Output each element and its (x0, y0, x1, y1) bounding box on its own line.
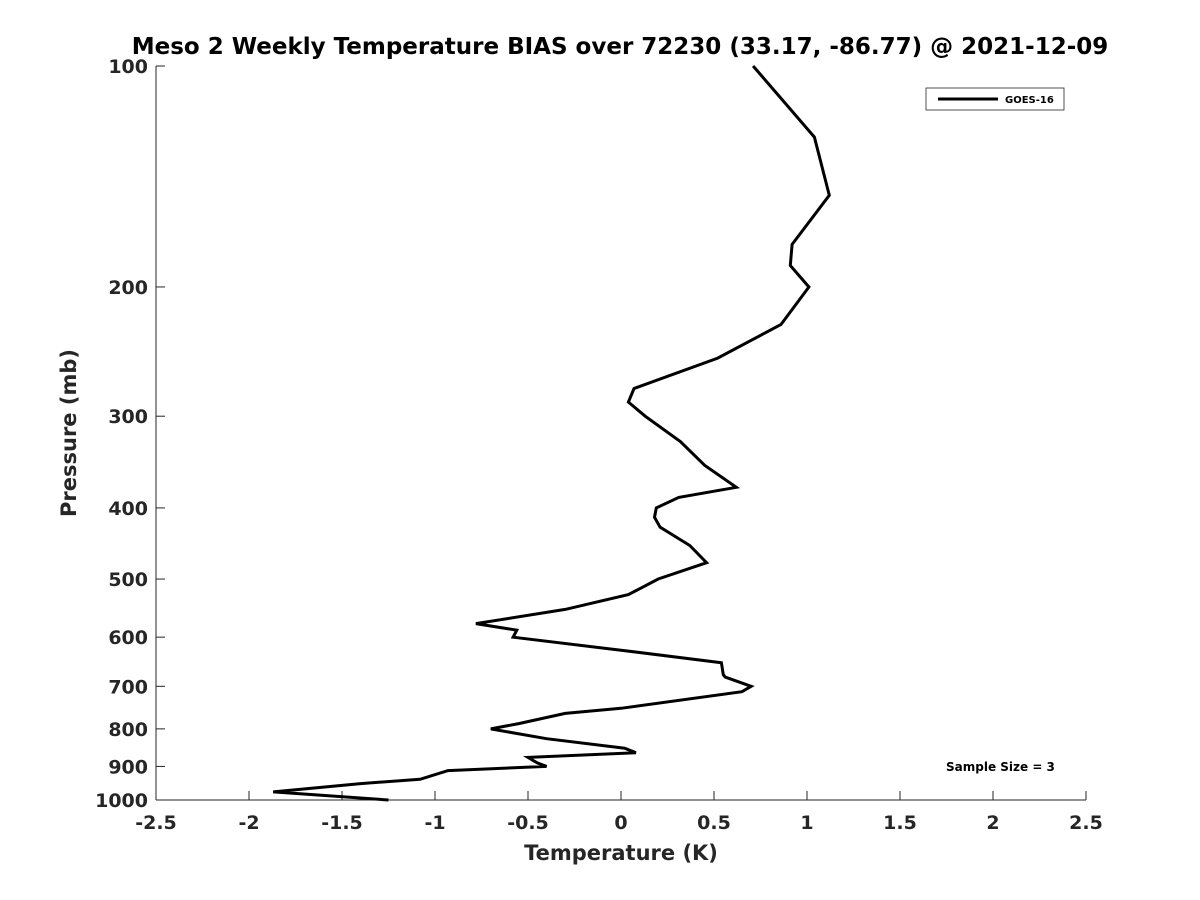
y-tick-label: 800 (108, 719, 148, 741)
y-tick-label: 400 (108, 498, 148, 520)
y-axis-ticks: 100 200 300 400 500 600 700 800 900 1000 (95, 56, 165, 812)
y-tick-label: 1000 (95, 790, 148, 812)
x-tick-label: 0.5 (697, 812, 731, 834)
y-tick-label: 500 (108, 569, 148, 591)
y-tick-label: 900 (108, 756, 148, 778)
x-tick-label: 1.5 (883, 812, 917, 834)
x-tick-label: 2.5 (1069, 812, 1103, 834)
y-tick-label: 100 (108, 56, 148, 78)
x-tick-label: 1 (800, 812, 813, 834)
y-axis-label: Pressure (mb) (57, 349, 81, 517)
chart-title: Meso 2 Weekly Temperature BIAS over 7223… (132, 34, 1109, 60)
series-line-goes-16 (273, 65, 831, 802)
y-tick-label: 600 (108, 627, 148, 649)
sample-size-annotation: Sample Size = 3 (946, 760, 1055, 774)
plot-area (156, 66, 1086, 800)
y-tick-label: 200 (108, 277, 148, 299)
x-tick-label: -1 (424, 812, 445, 834)
x-tick-label: -2.5 (135, 812, 177, 834)
x-tick-label: -0.5 (507, 812, 549, 834)
x-tick-label: 0 (614, 812, 627, 834)
legend: GOES-16 (925, 87, 1065, 111)
x-tick-label: -1.5 (321, 812, 363, 834)
y-tick-label: 300 (108, 406, 148, 428)
x-axis-label: Temperature (K) (524, 841, 718, 865)
x-tick-label: 2 (986, 812, 999, 834)
x-tick-label: -2 (238, 812, 259, 834)
series-layer (273, 65, 831, 802)
y-tick-label: 700 (108, 676, 148, 698)
legend-label-goes-16: GOES-16 (1005, 95, 1054, 106)
x-axis-ticks: -2.5 -2 -1.5 -1 -0.5 0 0.5 1 1.5 2 2.5 (135, 791, 1103, 834)
